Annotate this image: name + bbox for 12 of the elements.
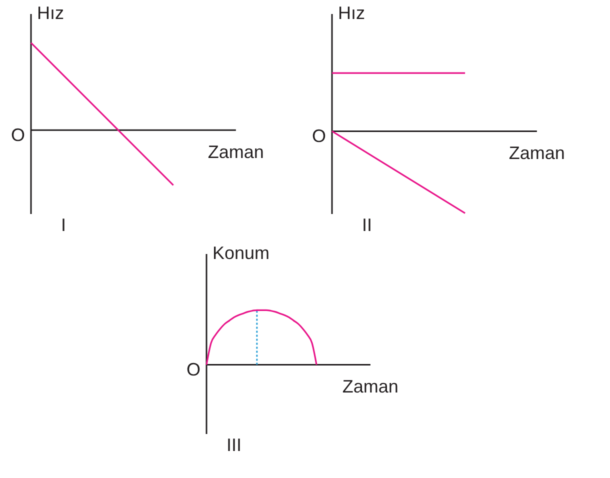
y-axis-title: Hız [37,3,64,23]
y-axis-title: Hız [338,3,365,23]
text: II [362,214,372,235]
text: O [312,126,326,146]
y-axis-title: Konum [212,243,270,263]
text: I [61,214,66,235]
text: III [226,434,242,455]
x-axis-title: Zaman [342,376,398,397]
text: O [186,360,200,380]
text: O [10,125,25,146]
x-axis-title: Zaman [208,142,264,162]
x-axis-title: Zaman [508,143,565,164]
